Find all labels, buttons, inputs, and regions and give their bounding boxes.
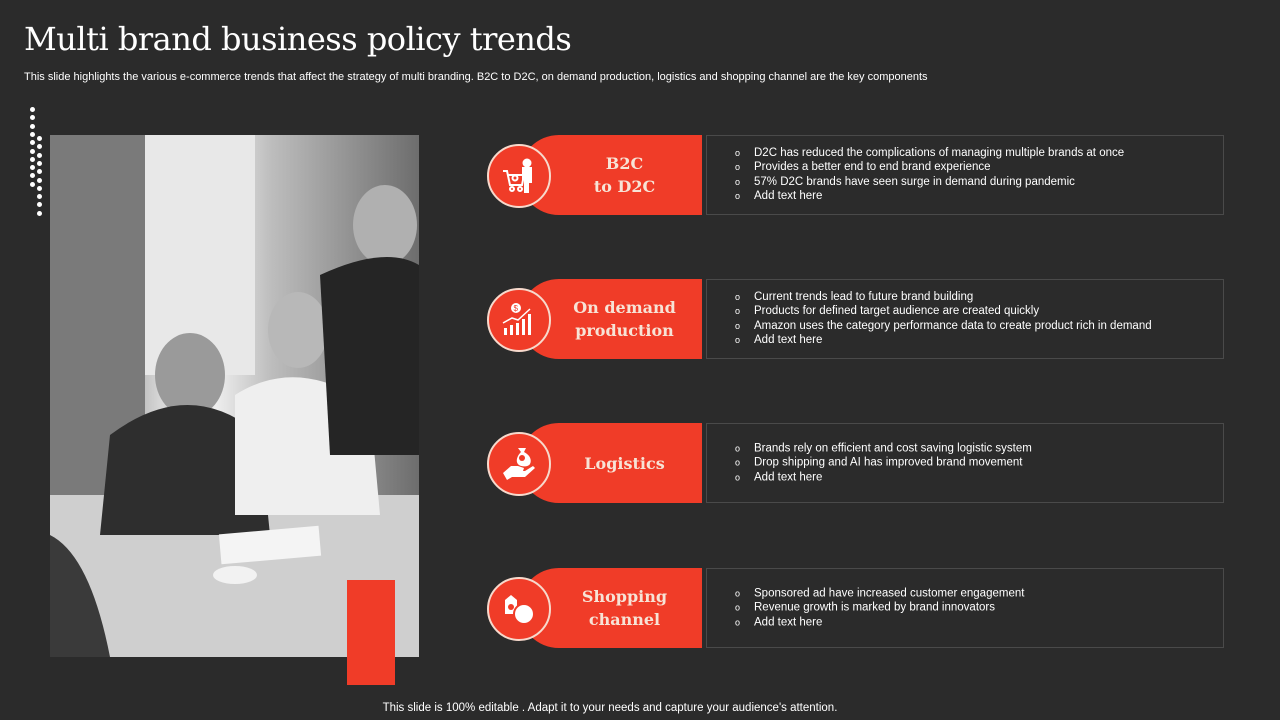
- decorative-dot: [37, 177, 42, 183]
- decorative-dot: [37, 185, 42, 191]
- bullet-item: Add text here: [735, 333, 1152, 347]
- bullet-item: Provides a better end to end brand exper…: [735, 161, 1124, 175]
- trend-details-box: Brands rely on efficient and cost saving…: [706, 423, 1224, 503]
- bullet-item: Add text here: [735, 615, 1024, 629]
- bullet-item: Sponsored ad have increased customer eng…: [735, 586, 1024, 600]
- decorative-red-bar: [347, 580, 395, 685]
- trend-details-box: D2C has reduced the complications of man…: [706, 135, 1224, 215]
- decorative-dot: [30, 148, 35, 154]
- trend-row: Logistics Brands rely on efficient and c…: [487, 423, 1227, 505]
- decorative-dot: [30, 173, 35, 179]
- trend-row: Shopping channel Sponsored ad have incre…: [487, 568, 1227, 650]
- decorative-dot: [37, 152, 42, 158]
- decorative-dot: [30, 156, 35, 162]
- bullet-item: Amazon uses the category performance dat…: [735, 319, 1152, 333]
- decorative-dot: [37, 144, 42, 150]
- growth-chart-dollar-icon: $: [487, 288, 551, 352]
- shopping-cart-person-icon: [487, 144, 551, 208]
- decorative-dot: [30, 181, 35, 187]
- decorative-dot: [37, 210, 42, 216]
- trend-details-box: Current trends lead to future brand buil…: [706, 279, 1224, 359]
- svg-text:$: $: [514, 304, 519, 313]
- page-title: Multi brand business policy trends: [24, 20, 572, 58]
- bullet-item: Current trends lead to future brand buil…: [735, 290, 1152, 304]
- decorative-dot: [37, 169, 42, 175]
- decorative-dot: [30, 115, 35, 121]
- footer-note: This slide is 100% editable . Adapt it t…: [382, 702, 838, 714]
- bullet-item: Products for defined target audience are…: [735, 305, 1152, 319]
- trend-details-box: Sponsored ad have increased customer eng…: [706, 568, 1224, 648]
- bullet-item: Add text here: [735, 189, 1124, 203]
- decorative-dot: [37, 194, 42, 200]
- decorative-dot: [30, 123, 35, 129]
- trend-label: Logistics: [584, 453, 665, 473]
- trend-row: B2C to D2C D2C has reduced the complicat…: [487, 135, 1227, 217]
- bullet-item: Add text here: [735, 470, 1032, 484]
- decorative-dot: [30, 131, 35, 137]
- decorative-dot: [30, 107, 35, 112]
- page-subtitle: This slide highlights the various e-comm…: [24, 71, 928, 83]
- decorative-dot: [37, 136, 42, 141]
- trend-label: On demand production: [573, 298, 676, 340]
- trend-row: $ On demand production Current trends le…: [487, 279, 1227, 361]
- bullet-item: 57% D2C brands have seen surge in demand…: [735, 175, 1124, 189]
- price-tag-coin-icon: [487, 577, 551, 641]
- decorative-dot: [37, 202, 42, 208]
- bullet-item: Drop shipping and AI has improved brand …: [735, 456, 1032, 470]
- business-meeting-photo: [50, 135, 419, 657]
- trend-label: B2C to D2C: [593, 154, 656, 196]
- trend-label: Shopping channel: [581, 587, 668, 629]
- bullet-item: Brands rely on efficient and cost saving…: [735, 441, 1032, 455]
- decorative-dot: [30, 165, 35, 171]
- decorative-dot: [37, 160, 42, 166]
- bullet-item: Revenue growth is marked by brand innova…: [735, 601, 1024, 615]
- money-bag-hand-icon: [487, 432, 551, 496]
- bullet-item: D2C has reduced the complications of man…: [735, 146, 1124, 160]
- decorative-dot: [30, 140, 35, 146]
